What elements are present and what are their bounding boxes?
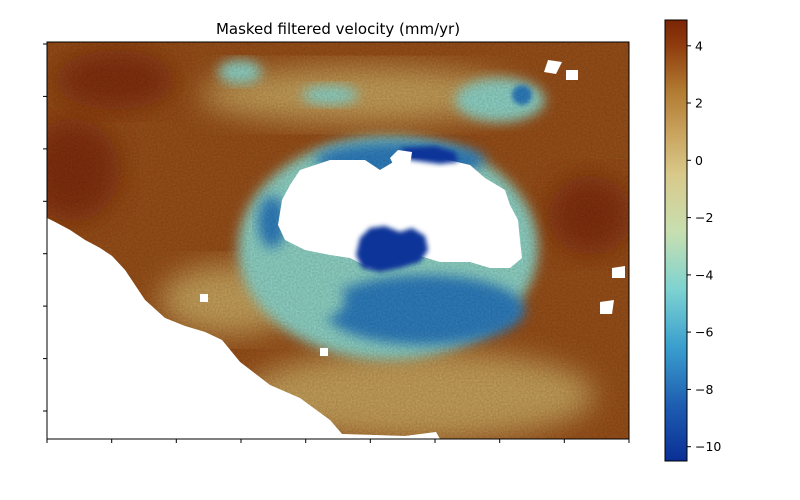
colorbar-frame bbox=[664, 19, 688, 462]
masked-hole-center bbox=[320, 348, 328, 356]
plot-frame bbox=[46, 41, 630, 440]
colorbar-tick-label: −4 bbox=[695, 267, 713, 282]
colorbar-ticks: 4 2 0 −2 −4 −6 −8 −10 bbox=[687, 38, 721, 454]
colorbar-tick-label: 2 bbox=[695, 96, 703, 111]
masked-hole-east-1 bbox=[600, 300, 614, 314]
masked-hole-west bbox=[200, 294, 208, 302]
x-axis-ticks bbox=[46, 439, 630, 443]
colorbar-tick-label: −10 bbox=[695, 439, 721, 454]
masked-hole-top-right bbox=[566, 70, 578, 80]
plot-area bbox=[47, 42, 629, 439]
colorbar-tick-label: −6 bbox=[695, 325, 713, 340]
chart-title: Masked filtered velocity (mm/yr) bbox=[216, 20, 460, 38]
masked-hole-east-2 bbox=[612, 266, 625, 278]
colorbar-tick-label: 4 bbox=[695, 38, 703, 53]
deep-core-north bbox=[400, 146, 458, 164]
masked-hole-northeast bbox=[544, 60, 562, 74]
y-axis-ticks bbox=[43, 43, 47, 412]
masked-hole-north bbox=[390, 150, 412, 170]
colorbar-fill bbox=[665, 20, 687, 461]
deep-core bbox=[356, 226, 428, 272]
colorbar-tick-label: 0 bbox=[695, 153, 703, 168]
colorbar: 4 2 0 −2 −4 −6 −8 −10 bbox=[664, 19, 721, 462]
masked-southwest-region bbox=[47, 218, 440, 439]
velocity-field bbox=[47, 42, 629, 439]
colorbar-tick-label: −8 bbox=[695, 382, 713, 397]
colorbar-tick-label: −2 bbox=[695, 210, 713, 225]
masked-center-void bbox=[278, 158, 522, 268]
